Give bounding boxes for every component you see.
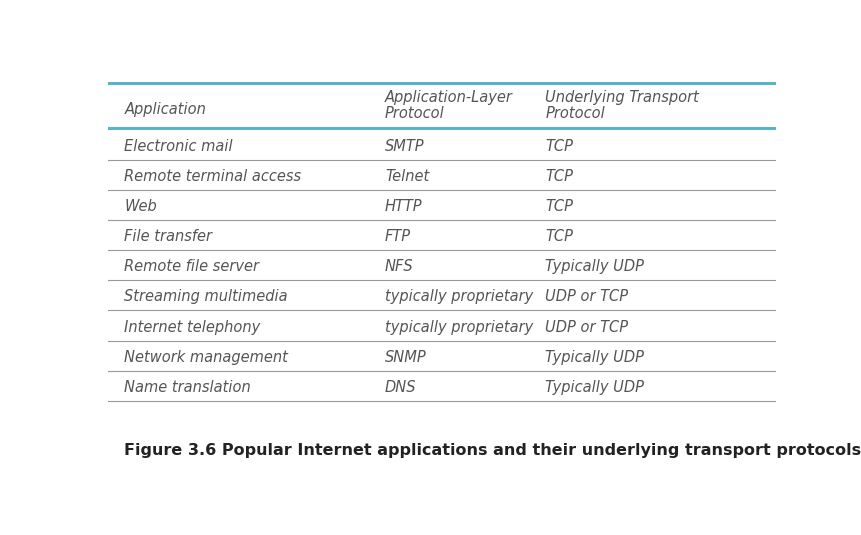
Text: NFS: NFS xyxy=(385,259,413,274)
Text: UDP or TCP: UDP or TCP xyxy=(545,289,628,304)
Text: File transfer: File transfer xyxy=(124,230,212,244)
Text: Remote file server: Remote file server xyxy=(124,259,259,274)
Text: Underlying Transport: Underlying Transport xyxy=(545,90,698,105)
Text: Network management: Network management xyxy=(124,349,288,364)
Text: FTP: FTP xyxy=(385,230,411,244)
Text: Protocol: Protocol xyxy=(545,106,604,121)
Text: TCP: TCP xyxy=(545,169,573,184)
Text: Streaming multimedia: Streaming multimedia xyxy=(124,289,288,304)
Text: Typically UDP: Typically UDP xyxy=(545,349,643,364)
Text: Remote terminal access: Remote terminal access xyxy=(124,169,301,184)
Text: TCP: TCP xyxy=(545,139,573,154)
Text: Typically UDP: Typically UDP xyxy=(545,259,643,274)
Text: SNMP: SNMP xyxy=(385,349,426,364)
Text: typically proprietary: typically proprietary xyxy=(385,289,533,304)
Text: Application: Application xyxy=(124,102,206,117)
Text: UDP or TCP: UDP or TCP xyxy=(545,319,628,334)
Text: Application-Layer: Application-Layer xyxy=(385,90,512,105)
Text: TCP: TCP xyxy=(545,230,573,244)
Text: Figure 3.6 Popular Internet applications and their underlying transport protocol: Figure 3.6 Popular Internet applications… xyxy=(124,442,861,457)
Text: Electronic mail: Electronic mail xyxy=(124,139,232,154)
Text: Web: Web xyxy=(124,199,157,214)
Text: Internet telephony: Internet telephony xyxy=(124,319,260,334)
Text: Name translation: Name translation xyxy=(124,380,251,395)
Text: TCP: TCP xyxy=(545,199,573,214)
Text: Protocol: Protocol xyxy=(385,106,444,121)
Text: Telnet: Telnet xyxy=(385,169,429,184)
Text: typically proprietary: typically proprietary xyxy=(385,319,533,334)
Text: DNS: DNS xyxy=(385,380,416,395)
Text: HTTP: HTTP xyxy=(385,199,422,214)
Text: SMTP: SMTP xyxy=(385,139,424,154)
Text: Typically UDP: Typically UDP xyxy=(545,380,643,395)
